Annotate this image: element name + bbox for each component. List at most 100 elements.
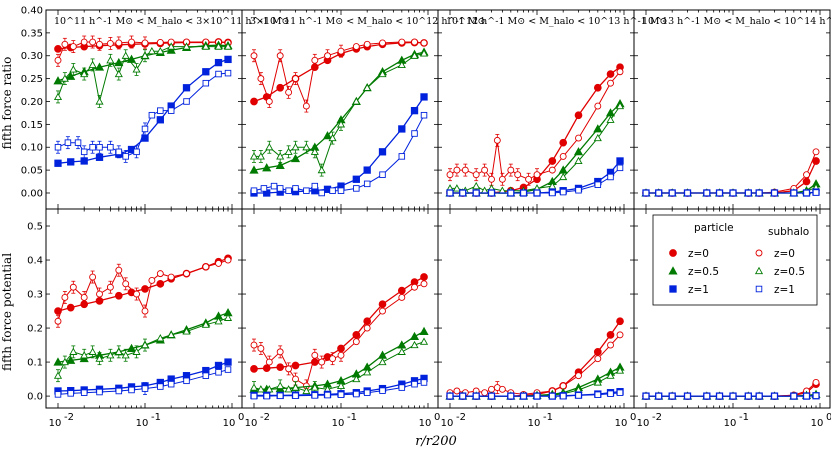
point-subhalo-z=1 <box>96 388 103 396</box>
point-particle-z=0.5 <box>419 326 429 335</box>
x-tick-label: 10 <box>49 418 62 429</box>
point-subhalo-z=0 <box>156 270 164 278</box>
point-subhalo-z=1 <box>363 180 371 188</box>
point-subhalo-z=1 <box>616 389 624 396</box>
point-particle-z=0.5 <box>166 45 176 54</box>
point-subhalo-z=1 <box>668 189 676 197</box>
point-subhalo-z=0.5 <box>472 181 481 190</box>
point-subhalo-z=0.5 <box>336 381 346 389</box>
point-subhalo-z=0 <box>69 283 77 291</box>
point-subhalo-z=0.5 <box>302 386 311 395</box>
point-particle-z=1 <box>363 166 371 174</box>
panel-title-col1: 10^11 h^-1 M⊙ < M_halo < 3×10^11 h^-1 M⊙ <box>54 16 289 27</box>
series-line-subhalo-z=0-r0c3 <box>646 151 817 194</box>
point-subhalo-z=1 <box>411 130 418 137</box>
panel-title-col4: 10^13 h^-1 M⊙ < M_halo < 10^14 h^-1 M⊙ <box>642 16 831 27</box>
point-subhalo-z=1 <box>80 389 88 396</box>
point-subhalo-z=0 <box>337 47 345 55</box>
y-tick-label: 0.10 <box>21 143 43 154</box>
point-subhalo-z=1 <box>379 171 386 178</box>
panel-frame-r0-c1 <box>241 9 439 210</box>
panel-frames <box>45 9 831 409</box>
legend-label-subhalo-z0: z=0 <box>774 248 795 260</box>
point-subhalo-z=0.5 <box>132 65 141 73</box>
point-particle-z=0.5 <box>275 160 285 170</box>
y-tick-label: 0.4 <box>27 256 43 267</box>
point-subhalo-z=0.5 <box>60 74 69 82</box>
point-subhalo-z=0.5 <box>291 143 300 151</box>
point-subhalo-z=1 <box>729 392 737 400</box>
point-particle-z=0 <box>276 363 285 372</box>
point-subhalo-z=0.5 <box>223 42 233 50</box>
point-subhalo-z=0.5 <box>397 60 406 68</box>
legend-label-subhalo-z1: z=1 <box>774 284 795 296</box>
x-tick-exponent: -2 <box>652 412 662 423</box>
point-subhalo-z=0.5 <box>593 378 602 386</box>
point-particle-z=1 <box>80 157 88 165</box>
point-particle-z=0 <box>54 45 62 53</box>
legend-marker-particle-z=0.5 <box>668 266 678 275</box>
x-tick-exponent: -1 <box>543 412 553 423</box>
point-subhalo-z=0 <box>257 345 265 352</box>
point-subhalo-z=0 <box>115 266 123 274</box>
data-marks <box>53 35 821 400</box>
point-subhalo-z=1 <box>141 385 149 392</box>
point-subhalo-z=1 <box>54 391 62 398</box>
point-subhalo-z=0.5 <box>363 368 372 376</box>
point-subhalo-z=0.5 <box>95 97 104 105</box>
point-subhalo-z=0.5 <box>363 83 372 91</box>
point-subhalo-z=1 <box>122 153 129 160</box>
legend-label-particle-z0: z=0 <box>688 248 709 260</box>
point-subhalo-z=0.5 <box>88 347 97 355</box>
point-subhalo-z=0.5 <box>156 46 165 55</box>
point-particle-z=0.5 <box>322 131 333 140</box>
point-subhalo-z=0 <box>89 273 97 281</box>
legend-label-particle-z05: z=0.5 <box>688 266 719 278</box>
point-subhalo-z=1 <box>311 392 319 399</box>
point-subhalo-z=1 <box>292 392 299 400</box>
x-tick-exponent: -1 <box>739 412 749 423</box>
point-subhalo-z=0 <box>285 88 293 96</box>
point-subhalo-z=1 <box>215 70 222 78</box>
point-subhalo-z=0.5 <box>352 374 361 383</box>
point-subhalo-z=0 <box>461 166 469 174</box>
x-axis-label: r/r200 <box>415 434 457 449</box>
point-subhalo-z=0 <box>398 293 406 301</box>
point-subhalo-z=0 <box>616 331 624 339</box>
y-tick-label: 0.00 <box>21 188 43 199</box>
point-particle-z=0 <box>606 331 615 339</box>
point-subhalo-z=0.5 <box>606 115 615 123</box>
point-subhalo-z=0 <box>302 102 310 110</box>
point-subhalo-z=0 <box>498 385 506 393</box>
point-subhalo-z=0.5 <box>53 371 63 379</box>
legend-box <box>652 214 818 306</box>
point-subhalo-z=0.5 <box>121 351 130 359</box>
point-subhalo-z=1 <box>488 189 495 197</box>
y-tick-label: 0.25 <box>21 74 43 85</box>
point-particle-z=1 <box>410 106 419 115</box>
point-subhalo-z=0 <box>106 39 114 47</box>
point-particle-z=0 <box>363 317 372 326</box>
point-subhalo-z=0 <box>257 75 265 83</box>
point-subhalo-z=1 <box>353 390 360 398</box>
point-subhalo-z=0 <box>472 171 480 179</box>
legend-marker-particle-z=1 <box>669 285 677 293</box>
legend-label-particle-z1: z=1 <box>688 284 709 296</box>
point-subhalo-z=0.5 <box>69 347 78 355</box>
point-subhalo-z=0 <box>167 273 175 281</box>
point-subhalo-z=0 <box>115 39 123 47</box>
point-subhalo-z=1 <box>324 391 331 399</box>
point-subhalo-z=0.5 <box>574 156 583 165</box>
point-subhalo-z=0.5 <box>378 69 387 78</box>
point-subhalo-z=0 <box>141 307 149 315</box>
y-tick-label: 0.15 <box>21 120 43 131</box>
point-subhalo-z=0 <box>141 39 149 47</box>
point-subhalo-z=1 <box>520 189 527 197</box>
point-subhalo-z=1 <box>745 189 752 197</box>
point-subhalo-z=0 <box>525 175 533 183</box>
legend-header-subhalo: subhalo <box>768 226 809 238</box>
point-subhalo-z=1 <box>215 369 222 376</box>
point-subhalo-z=1 <box>89 143 96 151</box>
point-particle-z=0.5 <box>593 124 603 133</box>
point-subhalo-z=1 <box>559 188 567 196</box>
